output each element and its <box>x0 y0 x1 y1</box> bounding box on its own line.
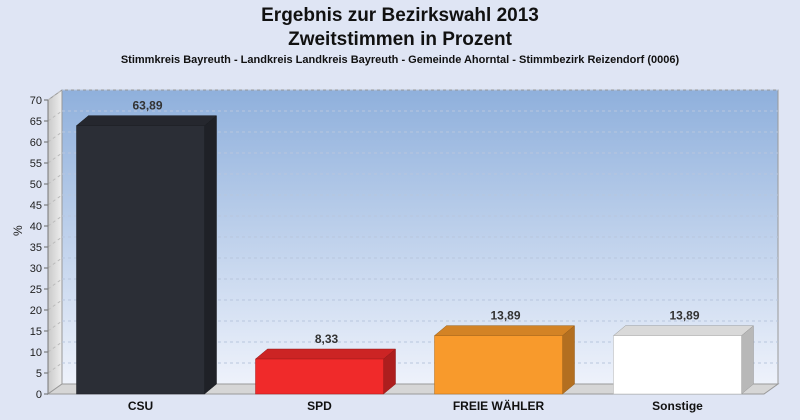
y-tick-label: 35 <box>30 242 42 254</box>
x-tick-label: SPD <box>307 399 332 413</box>
bar-freie-w-hler <box>433 325 576 395</box>
y-tick-label: 40 <box>30 221 42 233</box>
gridline-wall <box>47 215 63 227</box>
y-tick-label: 25 <box>30 284 42 296</box>
y-tick-label: 20 <box>30 305 42 317</box>
y-tick-label: 10 <box>30 347 42 359</box>
y-tick-label: 60 <box>30 137 42 149</box>
bar-front <box>255 358 384 395</box>
gridline-wall <box>47 362 63 374</box>
bar-front <box>434 335 563 395</box>
y-tick-label: 30 <box>30 263 42 275</box>
gridline-wall <box>47 341 63 353</box>
data-label: 63,89 <box>132 99 162 113</box>
bar-top <box>75 115 218 126</box>
gridline-wall <box>47 173 63 185</box>
gridline-wall <box>47 89 63 101</box>
data-label: 8,33 <box>315 332 339 346</box>
chart-title: Ergebnis zur Bezirkswahl 2013 <box>261 5 539 26</box>
y-tick-label: 0 <box>36 389 42 401</box>
y-tick-label: 65 <box>30 116 42 128</box>
bar-side <box>562 325 575 395</box>
gridline-wall <box>47 236 63 248</box>
x-tick-label: FREIE WÄHLER <box>453 398 545 413</box>
bar-side <box>204 115 217 395</box>
y-tick-label: 55 <box>30 158 42 170</box>
bar-sonstige <box>612 325 755 395</box>
bar-csu <box>75 115 218 395</box>
bar-side <box>741 325 754 395</box>
x-tick-label: CSU <box>128 399 153 413</box>
gridline-wall <box>47 194 63 206</box>
data-label: 13,89 <box>669 309 699 323</box>
x-tick-label: Sonstige <box>652 399 703 413</box>
bar-spd <box>254 348 397 395</box>
bar-front <box>76 125 205 395</box>
gridline-wall <box>47 257 63 269</box>
y-axis-label: % <box>11 225 25 236</box>
chart-subtitle: Zweitstimmen in Prozent <box>288 29 512 50</box>
chart-caption: Stimmkreis Bayreuth - Landkreis Landkrei… <box>120 54 680 66</box>
y-tick-label: 15 <box>30 326 42 338</box>
y-tick-label: 70 <box>30 95 42 107</box>
gridline-wall <box>47 320 63 332</box>
gridline-wall <box>47 299 63 311</box>
y-tick-label: 50 <box>30 179 42 191</box>
gridline-wall <box>47 152 63 164</box>
y-tick-label: 5 <box>36 368 42 380</box>
gridline-wall <box>47 131 63 143</box>
data-label: 13,89 <box>490 309 520 323</box>
y-tick-label: 45 <box>30 200 42 212</box>
bar-top <box>433 325 576 336</box>
gridline-wall <box>47 110 63 122</box>
bar-top <box>612 325 755 336</box>
bar-top <box>254 348 397 360</box>
bar-front <box>613 335 742 395</box>
gridline-wall <box>47 278 63 290</box>
